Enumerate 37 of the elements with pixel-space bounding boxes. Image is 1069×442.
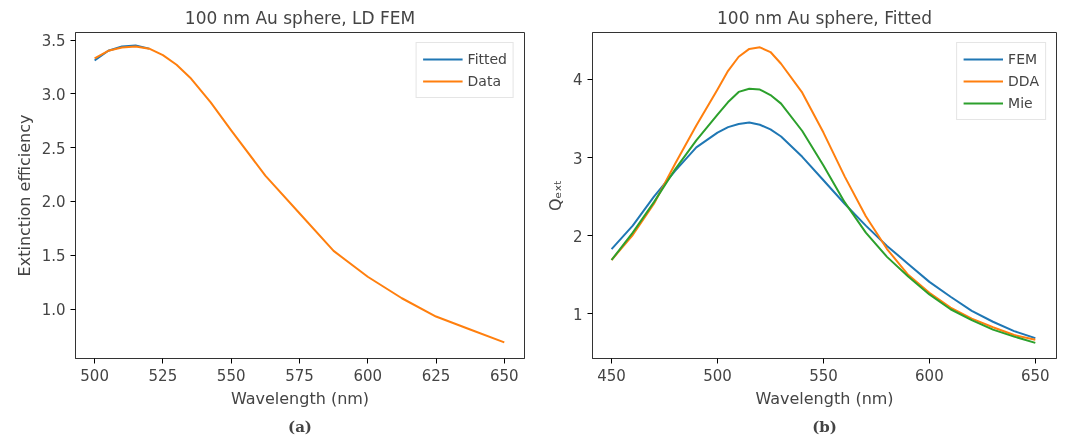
x-tick-label: 600 <box>915 366 944 385</box>
x-tick-label: 550 <box>809 366 838 385</box>
x-tick-label: 525 <box>148 366 178 385</box>
y-axis-title: Extinction efficiency <box>14 114 34 277</box>
y-tick-label: 4 <box>572 71 583 90</box>
y-tick-label: 2.5 <box>41 139 66 158</box>
y-tick-label: 1.5 <box>41 247 66 266</box>
y-tick-label: 3.0 <box>41 85 66 104</box>
x-tick-label: 450 <box>597 366 626 385</box>
y-tick-label: 1 <box>572 305 583 324</box>
text: (a) <box>288 417 312 436</box>
line-series <box>93 44 151 62</box>
legend-label: Mie <box>1008 95 1033 111</box>
line-series <box>93 45 506 344</box>
x-tick-label: 650 <box>1021 366 1050 385</box>
x-axis-title: Wavelength (nm) <box>230 388 370 408</box>
legend-label: Fitted <box>467 51 507 67</box>
y-tick-label: 3.5 <box>41 32 66 51</box>
x-tick-label: 575 <box>285 366 314 385</box>
x-axis-title: Wavelength (nm) <box>755 388 894 408</box>
y-tick-label: 1.0 <box>41 301 66 320</box>
y-tick-label: 2.0 <box>41 193 66 212</box>
chart-title: 100 nm Au sphere, Fitted <box>717 7 933 28</box>
y-tick-label: 2 <box>572 227 583 246</box>
legend-label: FEM <box>1008 51 1038 67</box>
chart-title: 100 nm Au sphere, LD FEM <box>184 7 416 28</box>
x-tick-label: 625 <box>421 366 451 385</box>
x-tick-label: 600 <box>353 366 383 385</box>
y-axis-title: Qₑₓₜ <box>545 179 565 212</box>
x-tick-label: 500 <box>80 366 109 385</box>
x-tick-label: 500 <box>703 366 732 385</box>
legend-label: DDA <box>1008 73 1039 89</box>
text: (b) <box>812 417 837 436</box>
x-tick-label: 550 <box>216 366 246 385</box>
y-tick-label: 3 <box>572 149 583 168</box>
legend-label: Data <box>467 73 502 89</box>
x-tick-label: 650 <box>489 366 519 385</box>
